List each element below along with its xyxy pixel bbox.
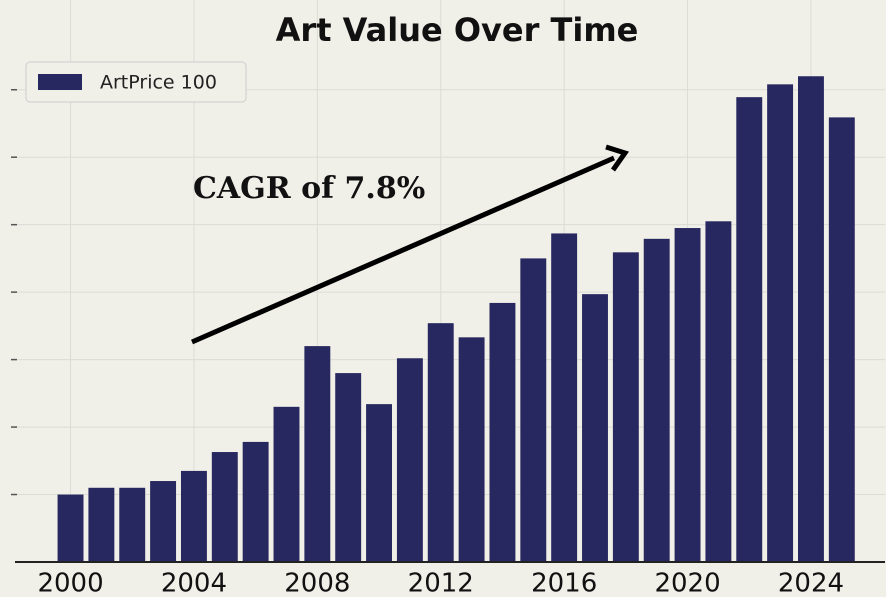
x-tick-label: 2016 <box>531 569 597 597</box>
legend-label: ArtPrice 100 <box>100 72 217 94</box>
bar <box>489 302 516 562</box>
bar <box>57 494 84 562</box>
bar <box>767 84 794 562</box>
bar <box>582 294 608 562</box>
bar <box>273 406 300 562</box>
bar <box>736 97 763 562</box>
legend-box <box>25 61 247 103</box>
bar <box>612 252 639 562</box>
bar <box>458 337 485 562</box>
bars <box>57 76 855 563</box>
bar <box>366 404 392 562</box>
x-tick-label: 2024 <box>778 569 844 597</box>
bar <box>150 481 177 562</box>
chart-title: Art Value Over Time <box>276 11 639 49</box>
bar <box>643 238 670 563</box>
bar <box>520 258 547 562</box>
bar <box>427 323 454 562</box>
bar <box>551 233 578 563</box>
bar <box>242 441 269 562</box>
legend-swatch <box>38 74 82 90</box>
x-tick-label: 2012 <box>408 569 474 597</box>
x-tick-label: 2004 <box>161 569 227 597</box>
trend-arrow <box>191 155 615 345</box>
bar <box>180 470 207 562</box>
bar <box>211 452 238 562</box>
x-tick-label: 2008 <box>284 569 350 597</box>
arrow-head <box>605 144 630 172</box>
annotation: CAGR of 7.8% <box>193 171 425 206</box>
bar <box>396 358 423 562</box>
legend: ArtPrice 100 <box>25 61 247 103</box>
bar <box>304 346 331 562</box>
bar <box>674 228 701 563</box>
x-tick-label: 2000 <box>37 569 103 597</box>
bar <box>335 373 362 562</box>
bar <box>88 487 115 562</box>
x-tick-label: 2020 <box>654 569 720 597</box>
bar <box>798 76 824 563</box>
bar <box>705 221 732 562</box>
bar <box>828 117 855 563</box>
bar <box>119 487 146 562</box>
